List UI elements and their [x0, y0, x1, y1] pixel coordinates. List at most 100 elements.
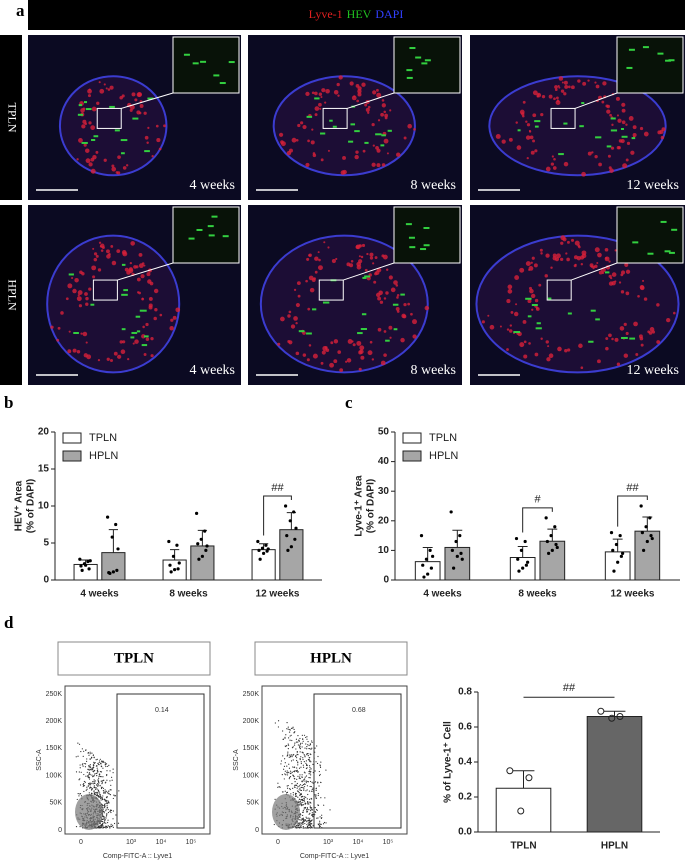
hev-signal [312, 308, 317, 311]
event [317, 755, 319, 758]
hev-signal [77, 113, 84, 116]
lyve-signal [348, 263, 354, 268]
event [316, 809, 318, 811]
lyve-signal [395, 306, 400, 311]
lyve-signal [608, 333, 612, 338]
inset-hev [406, 69, 413, 72]
event [104, 826, 106, 828]
hev-signal [90, 303, 95, 306]
event [82, 783, 84, 786]
hev-signal [610, 129, 618, 132]
event [98, 795, 100, 798]
y-axis-label: (% of DAPI) [366, 479, 377, 533]
lyve-signal [621, 120, 626, 125]
event [302, 819, 304, 821]
lyve-signal [307, 139, 310, 143]
event [302, 801, 304, 803]
lyve-signal [138, 111, 142, 115]
event [301, 734, 303, 736]
hev-signal [631, 137, 636, 140]
data-point [84, 563, 88, 567]
lyve-signal [119, 95, 123, 100]
event [306, 764, 308, 767]
data-point [111, 570, 115, 574]
data-point [608, 714, 616, 722]
event [100, 763, 102, 765]
event [323, 821, 326, 824]
bar [279, 529, 304, 581]
row-label-bg [0, 205, 22, 385]
event [93, 785, 95, 787]
event [300, 761, 302, 763]
event [98, 827, 100, 829]
event [293, 728, 295, 731]
event [329, 809, 331, 811]
event [289, 770, 292, 772]
lyve-signal [81, 272, 85, 276]
event [106, 770, 108, 772]
event [89, 763, 91, 766]
event [287, 743, 289, 745]
event [303, 754, 305, 756]
lyve-signal [506, 348, 509, 351]
data-point [429, 566, 433, 570]
data-point [421, 563, 425, 567]
x-tick-label: TPLN [510, 841, 536, 852]
data-point [115, 568, 119, 572]
lyve-signal [321, 350, 326, 355]
lyve-signal [489, 324, 495, 330]
event [314, 781, 317, 783]
lyve-signal [570, 85, 575, 90]
event [104, 762, 106, 764]
lyve-signal [555, 96, 559, 100]
event [315, 794, 317, 796]
event [315, 796, 317, 798]
event [297, 796, 299, 798]
inset-connector [117, 262, 174, 281]
event [300, 802, 302, 804]
data-point [196, 542, 200, 546]
data-point [288, 519, 292, 523]
event [279, 786, 281, 788]
y-axis-label: % of Lyve-1⁺ Cell [443, 721, 454, 803]
lyve-signal [566, 257, 570, 262]
event [102, 808, 104, 810]
event [309, 759, 311, 762]
event [320, 823, 322, 825]
lyve-signal [90, 125, 96, 130]
event [107, 825, 109, 827]
lyve-signal [605, 346, 609, 351]
lyve-signal [528, 342, 531, 345]
error-bar [108, 529, 119, 553]
event [107, 811, 110, 814]
event [91, 767, 93, 769]
event [100, 797, 102, 800]
lyve-signal [355, 150, 359, 154]
lyve-signal [648, 331, 653, 335]
event [325, 769, 327, 771]
lyve-signal [306, 358, 310, 362]
lyve-signal [311, 91, 315, 95]
lyve-signal [110, 245, 114, 248]
data-point [289, 545, 293, 549]
inset [616, 36, 684, 94]
event [114, 795, 116, 797]
legend-swatch [402, 432, 422, 444]
event [97, 785, 99, 787]
event [305, 775, 308, 777]
inset-hev [406, 76, 413, 79]
event [89, 782, 92, 784]
lyve-signal [85, 296, 89, 301]
x-tick-label: 8 weeks [169, 589, 208, 600]
lyve-signal [113, 351, 118, 356]
lyve-signal [376, 148, 381, 153]
event [284, 745, 286, 747]
lyve-signal [145, 322, 149, 327]
timepoint-label: 4 weeks [190, 178, 236, 193]
lyve-signal [378, 290, 383, 295]
lyve-signal [558, 76, 564, 81]
lyve-signal [77, 294, 80, 297]
data-point [167, 539, 171, 544]
event [310, 807, 312, 809]
lyve-signal [116, 249, 121, 254]
